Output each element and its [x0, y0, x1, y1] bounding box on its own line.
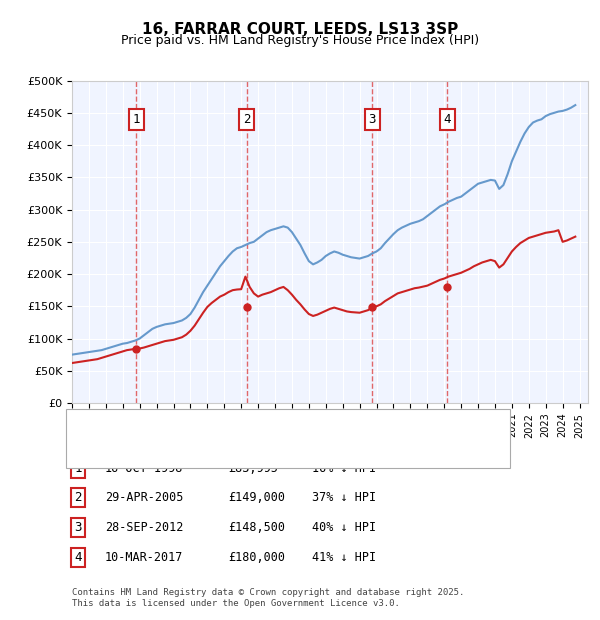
Text: 40% ↓ HPI: 40% ↓ HPI [312, 521, 376, 534]
Text: 41% ↓ HPI: 41% ↓ HPI [312, 551, 376, 564]
Text: ——: —— [84, 442, 101, 456]
Text: £148,500: £148,500 [228, 521, 285, 534]
Text: £180,000: £180,000 [228, 551, 285, 564]
Text: HPI: Average price, detached house, Leeds: HPI: Average price, detached house, Leed… [111, 444, 388, 454]
Text: 2: 2 [74, 492, 82, 504]
Text: Contains HM Land Registry data © Crown copyright and database right 2025.
This d: Contains HM Land Registry data © Crown c… [72, 588, 464, 608]
Text: 1: 1 [74, 462, 82, 474]
Text: £149,000: £149,000 [228, 492, 285, 504]
Text: 4: 4 [443, 113, 451, 126]
Text: 16% ↓ HPI: 16% ↓ HPI [312, 462, 376, 474]
Text: 2: 2 [243, 113, 251, 126]
Text: ——: —— [84, 422, 101, 435]
Text: Price paid vs. HM Land Registry's House Price Index (HPI): Price paid vs. HM Land Registry's House … [121, 34, 479, 47]
Text: 3: 3 [368, 113, 376, 126]
Text: 1: 1 [133, 113, 140, 126]
Text: 16-OCT-1998: 16-OCT-1998 [105, 462, 184, 474]
Text: 16, FARRAR COURT, LEEDS, LS13 3SP: 16, FARRAR COURT, LEEDS, LS13 3SP [142, 22, 458, 37]
Text: £83,995: £83,995 [228, 462, 278, 474]
Text: 28-SEP-2012: 28-SEP-2012 [105, 521, 184, 534]
Text: 16, FARRAR COURT, LEEDS, LS13 3SP (detached house): 16, FARRAR COURT, LEEDS, LS13 3SP (detac… [111, 423, 449, 433]
Text: 29-APR-2005: 29-APR-2005 [105, 492, 184, 504]
Text: 37% ↓ HPI: 37% ↓ HPI [312, 492, 376, 504]
Text: 10-MAR-2017: 10-MAR-2017 [105, 551, 184, 564]
Text: 4: 4 [74, 551, 82, 564]
Text: 3: 3 [74, 521, 82, 534]
